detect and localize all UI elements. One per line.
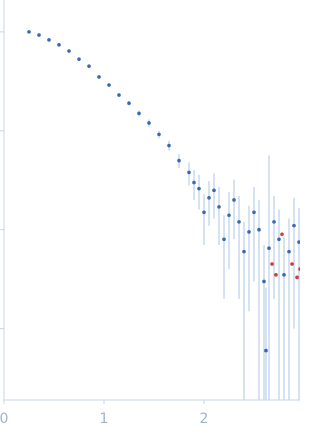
point — [107, 83, 111, 87]
point — [295, 275, 299, 280]
point — [127, 101, 131, 106]
point — [222, 237, 226, 242]
point — [274, 273, 278, 277]
point — [27, 30, 31, 34]
point — [257, 227, 261, 232]
point — [267, 246, 271, 251]
point — [264, 348, 268, 353]
point — [277, 237, 281, 242]
point — [280, 232, 284, 237]
point — [187, 170, 191, 175]
point — [117, 93, 121, 97]
point — [47, 38, 51, 42]
error-bars — [28, 31, 300, 400]
point — [252, 210, 256, 215]
point — [242, 249, 246, 254]
x-tick-label: 2 — [200, 411, 209, 427]
x-tick-label: 1 — [100, 411, 109, 427]
point — [237, 220, 241, 224]
point — [167, 143, 171, 148]
point — [262, 279, 266, 284]
point — [292, 223, 296, 228]
x-tick-label: 0 — [0, 411, 8, 427]
points — [27, 30, 300, 353]
point — [232, 198, 236, 202]
point — [287, 249, 291, 254]
chart: 0 1 2 — [0, 0, 300, 427]
point — [147, 121, 151, 125]
point — [207, 196, 211, 200]
point — [290, 262, 294, 266]
point — [67, 49, 71, 53]
point — [77, 57, 81, 61]
point — [282, 273, 286, 277]
point — [137, 111, 141, 116]
point — [97, 75, 101, 79]
point — [87, 64, 91, 68]
point — [177, 158, 181, 163]
point — [157, 132, 161, 137]
point — [37, 33, 41, 37]
point — [272, 220, 276, 224]
point — [212, 188, 216, 193]
point — [192, 180, 196, 185]
point — [297, 240, 300, 244]
point — [202, 210, 206, 215]
point — [270, 262, 274, 266]
point — [247, 230, 251, 234]
point — [197, 186, 201, 191]
point — [227, 213, 231, 218]
point — [217, 205, 221, 209]
point — [57, 43, 61, 47]
point — [298, 267, 300, 271]
